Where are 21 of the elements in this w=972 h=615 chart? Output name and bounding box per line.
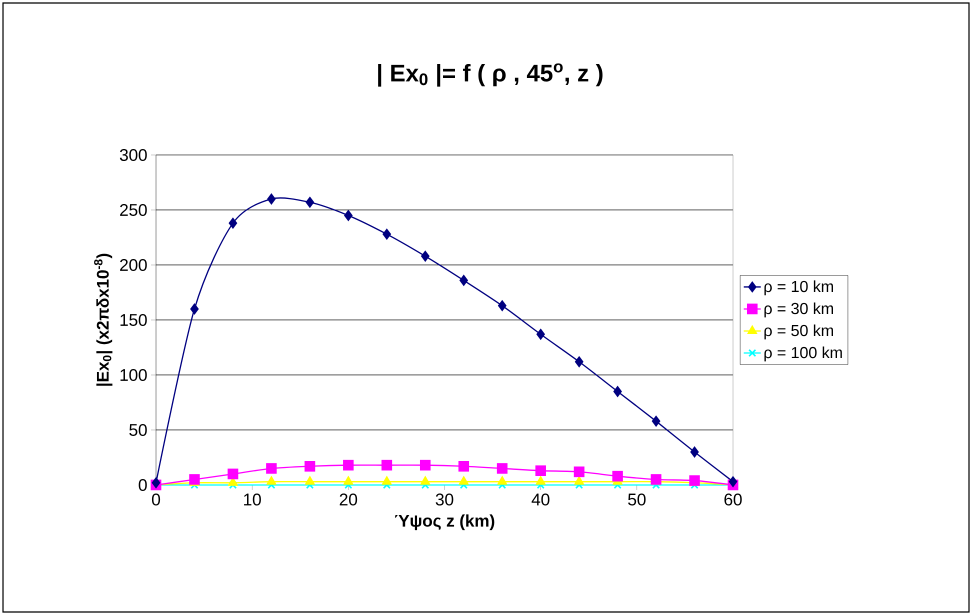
y-tick-label: 200 [120, 258, 147, 271]
y-tick-label: 50 [129, 424, 147, 436]
legend-label: ρ = 30 km [764, 302, 833, 318]
legend-label: ρ = 50 km [764, 324, 833, 340]
y-tick-label: 250 [120, 204, 147, 216]
y-tick-label: 0 [138, 478, 147, 491]
x-tick-label: 20 [340, 494, 358, 506]
legend-label: ρ = 100 km [764, 346, 842, 362]
x-tick-label: 40 [532, 494, 550, 506]
x-tick-label: 60 [724, 494, 742, 506]
y-tick-label: 300 [120, 148, 147, 161]
x-tick-label: 0 [152, 494, 160, 506]
x-axis-title: Ύψος z (km) [394, 514, 494, 530]
x-tick-label: 30 [436, 494, 454, 506]
chart-title: | Ex$_{0}$ |= f ( ρ , 45$^{ο}$, z ) [378, 63, 603, 87]
y-tick-label: 150 [120, 314, 147, 326]
y-axis-title: |Ex$_{0}$| (x2πδx10$^{-8}$) [94, 254, 112, 386]
y-tick-label: 100 [120, 368, 147, 381]
legend-label: ρ = 10 km [764, 280, 833, 296]
x-tick-label: 50 [628, 494, 646, 506]
x-tick-label: 10 [244, 494, 261, 506]
